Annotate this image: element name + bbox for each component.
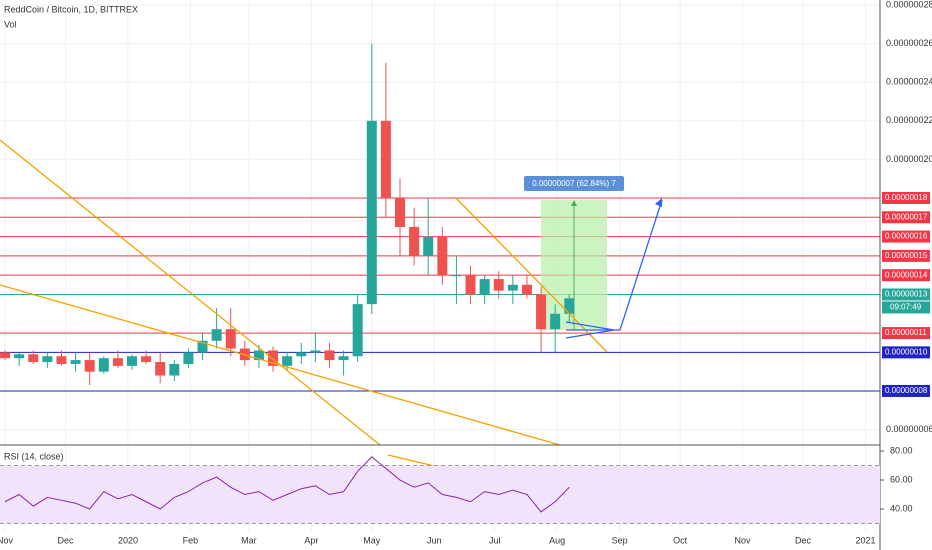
candle-body [310, 350, 321, 353]
candle-body [42, 356, 53, 363]
x-tick-label: Sep [612, 535, 628, 545]
y-tick-label: 0.00000024 [886, 77, 932, 87]
countdown-bg [882, 301, 930, 314]
candle-body [225, 329, 236, 349]
volume-label: Vol [4, 19, 17, 29]
measure-label: 0.00000007 (62.84%) 7 [532, 179, 616, 188]
level-label: 0.00000018 [885, 193, 928, 202]
candle-body [479, 279, 490, 295]
y-tick-label: 0.00000028 [886, 0, 932, 9]
candle-body [197, 340, 208, 353]
level-label: 0.00000015 [885, 251, 928, 260]
x-tick-label: Jul [489, 535, 501, 545]
measure-arrow-head [571, 200, 577, 206]
candle-body [0, 352, 11, 359]
arrow-head [565, 321, 615, 339]
candle-body [98, 358, 109, 372]
candle-body [366, 120, 377, 305]
level-label-bg [882, 346, 930, 359]
measure-label-bg [524, 176, 624, 191]
countdown: 09:07:49 [890, 303, 922, 312]
candle-body [253, 350, 264, 361]
rsi-tick-label: 60.00 [890, 474, 913, 484]
candle-body [296, 352, 307, 357]
level-label: 0.00000017 [885, 212, 928, 221]
x-tick-label: Dec [795, 535, 812, 545]
candle-body [56, 356, 67, 364]
candle-body [465, 275, 476, 295]
candle-body [437, 236, 448, 276]
level-label-bg [882, 327, 930, 340]
candle-body [155, 362, 166, 376]
candle-body [507, 284, 518, 291]
candle-body [126, 356, 137, 366]
candle-body [521, 284, 532, 295]
candle-body [324, 350, 335, 361]
x-tick-label: Nov [0, 535, 14, 545]
candle-body [423, 236, 434, 256]
x-tick-label: Mar [241, 535, 257, 545]
rsi-pane [0, 456, 880, 524]
y-tick-label: 0.00000026 [886, 38, 932, 48]
x-tick-label: Apr [304, 535, 318, 545]
rsi-tick-label: 40.00 [890, 503, 913, 513]
x-tick-label: Dec [57, 535, 74, 545]
rsi-tick-label: 80.00 [890, 445, 913, 455]
candle-body [28, 354, 39, 363]
level-label: 0.00000011 [885, 328, 927, 337]
candle-body [451, 275, 462, 277]
candle-body [409, 226, 420, 256]
level-label-bg [882, 211, 930, 224]
level-label-bg [882, 191, 930, 204]
candle-body [550, 313, 561, 330]
y-tick-label: 0.00000020 [886, 154, 932, 164]
candle-body [352, 304, 363, 357]
candle-body [169, 363, 180, 376]
projection-arrow-head [655, 198, 662, 207]
level-label: 0.00000010 [885, 347, 928, 356]
x-tick-label: Nov [735, 535, 752, 545]
y-tick-label: 0.00000006 [886, 424, 932, 434]
x-tick-label: 2021 [855, 535, 875, 545]
candles [0, 43, 575, 386]
x-tick-label: May [363, 535, 381, 545]
candle-body [282, 356, 293, 366]
candle-body [183, 352, 194, 364]
candle-body [380, 120, 391, 198]
rsi-line [4, 456, 570, 513]
x-tick-label: Jun [427, 535, 442, 545]
candle-body [338, 356, 349, 361]
candle-body [493, 279, 504, 291]
x-tick-label: Aug [549, 535, 565, 545]
candle-body [112, 358, 123, 366]
x-tick-label: 2020 [118, 535, 138, 545]
candle-body [14, 354, 25, 359]
candle-body [84, 360, 95, 372]
chart-title: ReddCoin / Bitcoin, 1D, BITTREX [4, 4, 138, 14]
level-label: 0.00000014 [885, 270, 928, 279]
projection-arrow [566, 199, 663, 331]
y-tick-label: 0.00000022 [886, 115, 932, 125]
level-label-bg [882, 230, 930, 243]
candle-body [141, 356, 152, 363]
candle-body [268, 350, 279, 366]
rsi-label: RSI (14, close) [4, 451, 64, 461]
rsi-band [0, 465, 880, 524]
candle-body [395, 197, 405, 227]
level-label: 0.00000008 [885, 386, 928, 395]
x-tick-label: Oct [673, 535, 688, 545]
x-tick-label: Feb [183, 535, 199, 545]
level-label: 0.00000013 [885, 290, 928, 299]
candle-body [564, 298, 575, 314]
level-label-bg [882, 269, 930, 282]
level-label-bg [882, 384, 930, 397]
level-label: 0.00000016 [885, 232, 928, 241]
level-label-bg [882, 249, 930, 262]
level-label-bg [882, 288, 930, 301]
candle-body [211, 329, 222, 341]
candle-body [70, 360, 81, 364]
candle-body [536, 294, 547, 330]
